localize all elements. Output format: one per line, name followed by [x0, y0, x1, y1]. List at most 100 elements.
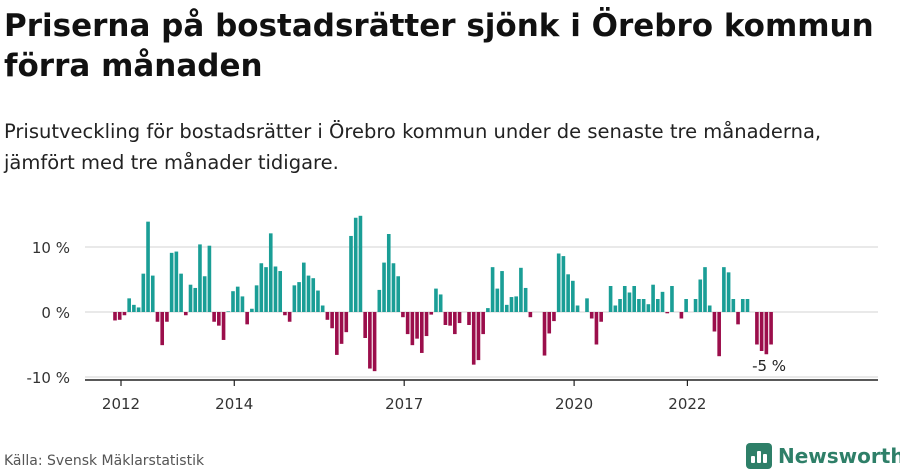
bar — [127, 298, 131, 312]
bar — [627, 292, 632, 312]
bar — [547, 312, 552, 334]
bar — [745, 299, 750, 312]
bar — [703, 267, 707, 312]
bar — [561, 256, 566, 312]
bar — [731, 299, 736, 312]
newsworthy-logo-icon — [746, 443, 772, 469]
bar — [136, 307, 141, 312]
bar — [165, 312, 169, 322]
bar — [637, 299, 641, 312]
bar — [311, 278, 316, 312]
brand-name: Newsworthy — [778, 444, 900, 468]
bar — [250, 308, 254, 312]
bar — [245, 312, 249, 325]
bar — [349, 235, 353, 312]
bar — [226, 311, 231, 312]
bar — [273, 266, 278, 312]
bar — [651, 284, 655, 312]
bar — [377, 289, 382, 312]
bar — [542, 312, 547, 356]
bar — [632, 286, 637, 312]
bar — [202, 276, 207, 312]
bar — [316, 290, 320, 312]
labels: 10 % 0 % -10 % 2012 2014 2017 2020 2022 -5 % — [26, 239, 786, 413]
bar — [401, 312, 405, 318]
bar — [467, 312, 471, 325]
bar — [240, 296, 245, 312]
bar — [386, 234, 391, 312]
bar — [641, 299, 646, 312]
bar — [486, 308, 490, 312]
bar — [150, 275, 155, 312]
bar — [122, 312, 127, 316]
bar — [585, 298, 589, 312]
bar — [514, 296, 519, 312]
bar — [434, 288, 438, 312]
bar — [457, 312, 462, 324]
bar — [339, 312, 344, 344]
x-tick-label: 2020 — [555, 395, 593, 413]
bar — [519, 267, 523, 312]
bar — [132, 304, 136, 312]
bar — [183, 312, 188, 316]
bar — [495, 288, 500, 312]
bar — [358, 215, 363, 312]
x-axis — [85, 379, 878, 386]
bar — [235, 286, 240, 312]
bar — [254, 285, 259, 312]
bar — [679, 312, 684, 319]
bar — [613, 305, 618, 312]
bar — [278, 271, 283, 312]
bar — [698, 279, 703, 312]
bar — [523, 287, 528, 312]
bar — [160, 312, 165, 346]
bar — [117, 312, 122, 320]
bar — [301, 262, 306, 312]
bar — [726, 272, 731, 312]
bar — [353, 217, 358, 312]
bar — [504, 304, 509, 312]
bar — [424, 312, 429, 337]
bar — [769, 312, 773, 345]
chart-subtitle: Prisutveckling för bostadsrätter i Örebr… — [4, 120, 822, 174]
bar — [443, 312, 448, 325]
x-tick-label: 2014 — [215, 395, 253, 413]
bar — [217, 312, 221, 326]
bar — [481, 312, 485, 335]
bar — [188, 284, 193, 312]
bar — [618, 299, 622, 312]
bar — [740, 299, 745, 312]
x-tick-label: 2012 — [102, 395, 140, 413]
chart-title: Priserna på bostadsrätter sjönk i Örebro… — [4, 8, 874, 84]
y-tick-label: -10 % — [26, 369, 70, 387]
bar — [212, 312, 216, 322]
bar — [320, 305, 325, 312]
bar — [599, 312, 603, 322]
bar — [179, 273, 183, 312]
bar — [264, 267, 268, 312]
bar — [453, 312, 457, 335]
bar — [575, 305, 580, 312]
bar — [608, 286, 613, 312]
bar — [670, 286, 674, 312]
bar — [429, 312, 434, 315]
bar — [174, 251, 179, 312]
bar — [693, 299, 698, 312]
bar — [391, 263, 396, 312]
bar — [490, 267, 495, 312]
bar — [736, 312, 740, 325]
bar — [306, 275, 311, 312]
bar — [297, 282, 301, 312]
bar — [552, 312, 556, 322]
bar — [556, 253, 561, 312]
bar — [722, 267, 726, 312]
bar — [231, 291, 235, 312]
bar — [419, 312, 424, 353]
bar — [330, 312, 334, 329]
bar — [283, 312, 287, 316]
brand-logo: Newsworthy — [746, 440, 900, 472]
bar — [325, 312, 330, 320]
bar — [169, 252, 174, 312]
bar — [113, 312, 117, 321]
